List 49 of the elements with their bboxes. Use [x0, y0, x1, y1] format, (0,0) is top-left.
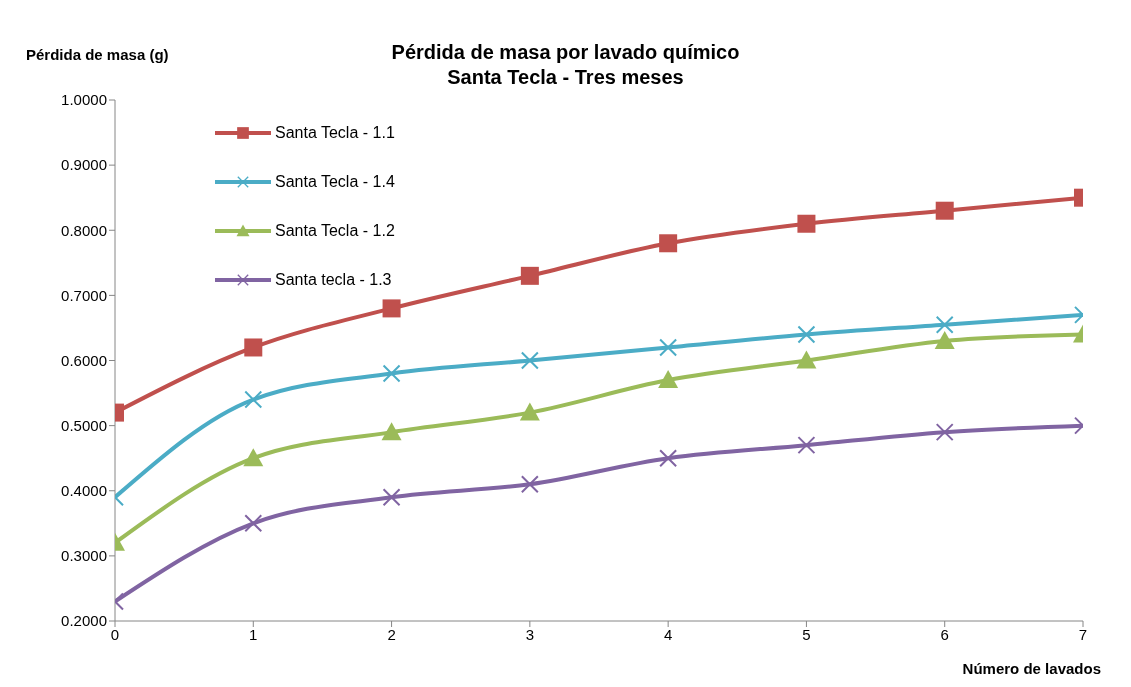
point: [519, 402, 540, 421]
y-tick-label: 0.7000: [61, 286, 107, 304]
y-tick-label: 0.6000: [61, 351, 107, 369]
point: [520, 351, 539, 370]
point: [520, 475, 539, 494]
point: [659, 449, 678, 468]
point: [935, 423, 954, 442]
chart-subtitle: Santa Tecla - Tres meses: [446, 65, 685, 90]
y-tick-label: 1.0000: [61, 91, 107, 109]
point: [382, 299, 401, 318]
x-tick-label: 2: [387, 625, 396, 643]
legend-label: Santa tecla - 1.3: [275, 270, 392, 289]
point: [796, 350, 817, 369]
point: [658, 370, 679, 389]
x-tick-label: 5: [802, 625, 811, 643]
x-tick-label: 0: [110, 625, 120, 643]
legend-label: Santa Tecla - 1.4: [275, 172, 395, 191]
point: [382, 364, 401, 383]
x-tick-label: 3: [525, 625, 535, 643]
point: [243, 448, 264, 467]
legend-label: Santa Tecla - 1.1: [275, 123, 395, 142]
y-tick-label: 0.4000: [61, 482, 107, 500]
x-tick-label: 7: [1078, 625, 1088, 643]
point: [659, 234, 678, 253]
y-tick-label: 0.5000: [61, 416, 107, 434]
x-axis-title: Número de lavados: [962, 660, 1101, 677]
point: [244, 338, 263, 357]
chart-title: Pérdida de masa por lavado químico: [391, 41, 740, 63]
x-tick-label: 6: [940, 625, 949, 643]
y-tick-label: 0.9000: [61, 156, 107, 174]
point: [935, 315, 954, 334]
point: [244, 390, 263, 409]
x-tick-label: 1: [249, 625, 258, 643]
point: [934, 330, 955, 349]
y-axis-title: Pérdida de masa (g): [26, 46, 169, 63]
y-tick-label: 0.3000: [61, 547, 107, 565]
point: [797, 436, 816, 455]
point: [797, 325, 816, 344]
point: [520, 266, 539, 285]
point: [935, 201, 954, 220]
point: [244, 514, 263, 533]
point: [659, 338, 678, 357]
point: [381, 422, 402, 441]
y-tick-label: 0.8000: [61, 221, 107, 239]
point: [797, 214, 816, 233]
x-tick-label: 4: [663, 625, 673, 643]
legend-label: Santa Tecla - 1.2: [275, 221, 395, 240]
point: [382, 488, 401, 507]
y-tick-label: 0.2000: [61, 612, 107, 630]
